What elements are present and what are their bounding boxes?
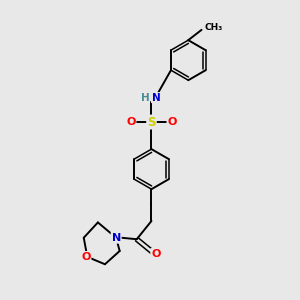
Text: S: S (147, 116, 156, 128)
Text: O: O (81, 252, 91, 262)
Text: O: O (126, 117, 136, 127)
Text: N: N (112, 233, 121, 243)
Text: N: N (152, 93, 160, 103)
Text: H: H (141, 93, 149, 103)
Text: O: O (151, 249, 160, 259)
Text: O: O (167, 117, 177, 127)
Text: CH₃: CH₃ (205, 23, 223, 32)
